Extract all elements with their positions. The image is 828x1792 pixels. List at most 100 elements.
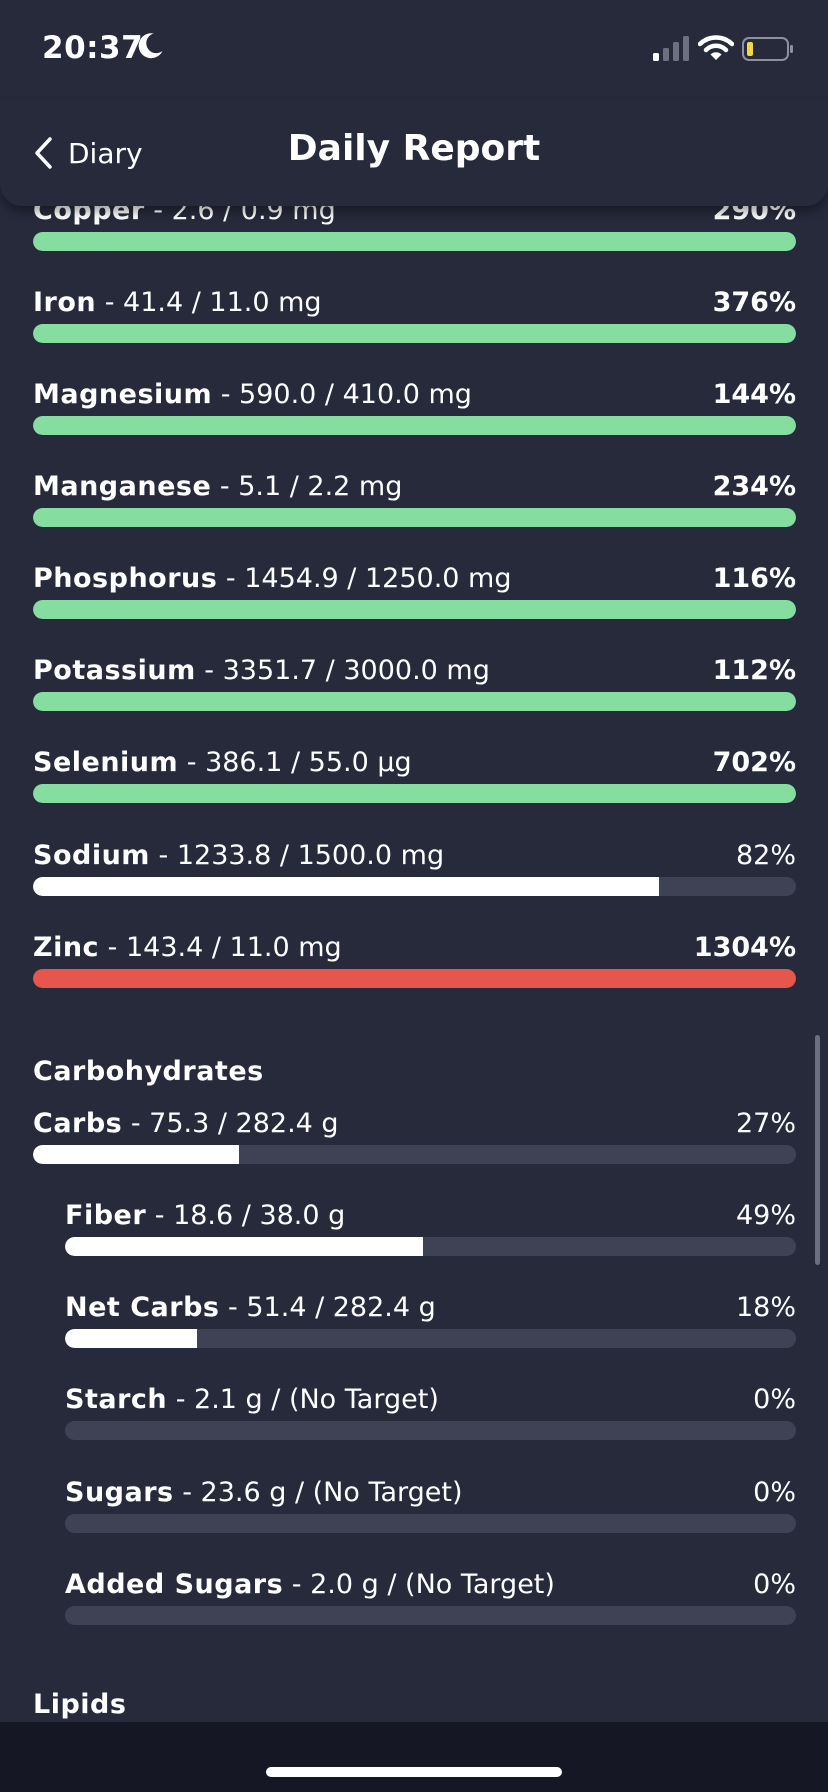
nutrient-amount: - 1454.9 / 1250.0 mg	[217, 563, 512, 594]
nutrient-amount: - 143.4 / 11.0 mg	[99, 932, 342, 963]
nutrient-amount: - 3351.7 / 3000.0 mg	[195, 655, 490, 686]
progress-track	[33, 324, 796, 343]
progress-fill	[33, 508, 796, 527]
nutrient-row-potassium[interactable]: Potassium - 3351.7 / 3000.0 mg 112%	[33, 655, 796, 715]
nutrient-amount: - 18.6 / 38.0 g	[146, 1200, 346, 1231]
progress-fill	[33, 784, 796, 803]
nutrient-percent: 112%	[712, 655, 796, 686]
nutrient-percent: 82%	[735, 840, 796, 871]
nutrient-amount: - 590.0 / 410.0 mg	[212, 379, 472, 410]
nutrient-label: Phosphorus - 1454.9 / 1250.0 mg	[33, 563, 511, 594]
nutrient-row-carbs[interactable]: Carbs - 75.3 / 282.4 g 27%	[33, 1108, 796, 1168]
nutrient-label: Carbs - 75.3 / 282.4 g	[33, 1108, 339, 1139]
progress-fill	[33, 600, 796, 619]
progress-track	[65, 1514, 796, 1533]
nutrient-name: Sodium	[33, 840, 150, 871]
progress-track	[65, 1329, 796, 1348]
nutrient-row-magnesium[interactable]: Magnesium - 590.0 / 410.0 mg 144%	[33, 379, 796, 439]
nutrient-name: Selenium	[33, 747, 179, 778]
nutrient-row-net-carbs[interactable]: Net Carbs - 51.4 / 282.4 g 18%	[65, 1292, 796, 1352]
back-button[interactable]: Diary	[32, 130, 143, 176]
progress-fill	[33, 877, 659, 896]
nutrient-row-added-sugars[interactable]: Added Sugars - 2.0 g / (No Target) 0%	[65, 1569, 796, 1629]
nutrient-name: Magnesium	[33, 379, 213, 410]
nutrient-row-fiber[interactable]: Fiber - 18.6 / 38.0 g 49%	[65, 1200, 796, 1260]
nutrient-percent: 27%	[735, 1108, 796, 1139]
chevron-left-icon	[35, 137, 52, 169]
progress-fill	[33, 232, 796, 251]
nutrient-amount: - 41.4 / 11.0 mg	[96, 287, 322, 318]
progress-fill	[33, 416, 796, 435]
nutrient-row-manganese[interactable]: Manganese - 5.1 / 2.2 mg 234%	[33, 471, 796, 531]
progress-track	[33, 416, 796, 435]
nutrient-percent: 1304%	[693, 932, 796, 963]
progress-track	[33, 508, 796, 527]
nutrient-percent: 144%	[712, 379, 796, 410]
nutrient-percent: 0%	[753, 1569, 796, 1600]
nutrient-name: Phosphorus	[33, 563, 218, 594]
nutrient-row-sugars[interactable]: Sugars - 23.6 g / (No Target) 0%	[65, 1477, 796, 1537]
nutrient-label: Net Carbs - 51.4 / 282.4 g	[65, 1292, 436, 1323]
nutrient-percent: 116%	[712, 563, 796, 594]
moon-icon	[138, 33, 163, 59]
progress-track	[33, 600, 796, 619]
nutrient-row-sodium[interactable]: Sodium - 1233.8 / 1500.0 mg 82%	[33, 840, 796, 900]
nutrient-percent: 0%	[753, 1384, 796, 1415]
nutrient-name: Zinc	[33, 932, 100, 963]
progress-track	[33, 692, 796, 711]
progress-fill	[33, 692, 796, 711]
progress-fill	[65, 1237, 424, 1256]
progress-track	[33, 784, 796, 803]
back-label: Diary	[68, 136, 143, 170]
nutrient-name: Net Carbs	[65, 1292, 220, 1323]
nutrient-percent: 702%	[712, 747, 796, 778]
scroll-indicator[interactable]	[815, 1035, 820, 1265]
nutrient-amount: - 386.1 / 55.0 µg	[178, 747, 412, 778]
nutrient-row-iron[interactable]: Iron - 41.4 / 11.0 mg 376%	[33, 287, 796, 347]
nutrient-name: Added Sugars	[65, 1569, 284, 1600]
carbohydrates-heading: Carbohydrates	[33, 1056, 264, 1087]
nutrient-amount: - 2.0 g / (No Target)	[283, 1569, 555, 1600]
progress-track	[33, 877, 796, 896]
nutrient-row-starch[interactable]: Starch - 2.1 g / (No Target) 0%	[65, 1384, 796, 1444]
nutrient-amount: - 2.1 g / (No Target)	[167, 1384, 439, 1415]
nutrient-amount: - 1233.8 / 1500.0 mg	[149, 840, 445, 871]
progress-fill	[33, 1145, 239, 1164]
status-time: 20:37	[42, 30, 144, 66]
nutrient-row-phosphorus[interactable]: Phosphorus - 1454.9 / 1250.0 mg 116%	[33, 563, 796, 623]
nutrient-name: Potassium	[33, 655, 196, 686]
nutrient-name: Carbs	[33, 1108, 123, 1139]
nutrient-name: Iron	[33, 287, 97, 318]
lipids-heading: Lipids	[33, 1689, 127, 1720]
nutrient-amount: - 23.6 g / (No Target)	[173, 1477, 463, 1508]
progress-track	[33, 232, 796, 251]
status-bar: 20:37	[0, 0, 828, 100]
progress-fill	[33, 324, 796, 343]
nutrient-label: Magnesium - 590.0 / 410.0 mg	[33, 379, 472, 410]
nutrient-row-zinc[interactable]: Zinc - 143.4 / 11.0 mg 1304%	[33, 932, 796, 992]
nutrient-label: Fiber - 18.6 / 38.0 g	[65, 1200, 345, 1231]
nutrient-row-selenium[interactable]: Selenium - 386.1 / 55.0 µg 702%	[33, 747, 796, 807]
nutrient-amount: - 51.4 / 282.4 g	[219, 1292, 436, 1323]
cellular-signal-icon	[653, 36, 689, 61]
nutrient-amount: - 5.1 / 2.2 mg	[211, 471, 403, 502]
progress-track	[65, 1606, 796, 1625]
nutrient-name: Sugars	[65, 1477, 174, 1508]
home-indicator[interactable]	[266, 1767, 562, 1777]
nutrient-label: Sugars - 23.6 g / (No Target)	[65, 1477, 463, 1508]
progress-track	[33, 1145, 796, 1164]
nutrient-label: Selenium - 386.1 / 55.0 µg	[33, 747, 412, 778]
progress-fill	[33, 969, 796, 988]
nutrient-percent: 376%	[712, 287, 796, 318]
nutrient-percent: 18%	[735, 1292, 796, 1323]
nutrient-name: Manganese	[33, 471, 212, 502]
page-title: Daily Report	[287, 128, 541, 169]
nutrient-percent: 234%	[712, 471, 796, 502]
nutrient-label: Added Sugars - 2.0 g / (No Target)	[65, 1569, 555, 1600]
nutrient-label: Sodium - 1233.8 / 1500.0 mg	[33, 840, 444, 871]
nutrient-label: Zinc - 143.4 / 11.0 mg	[33, 932, 342, 963]
nutrient-label: Potassium - 3351.7 / 3000.0 mg	[33, 655, 490, 686]
battery-icon	[742, 37, 793, 61]
nutrient-amount: - 75.3 / 282.4 g	[122, 1108, 339, 1139]
